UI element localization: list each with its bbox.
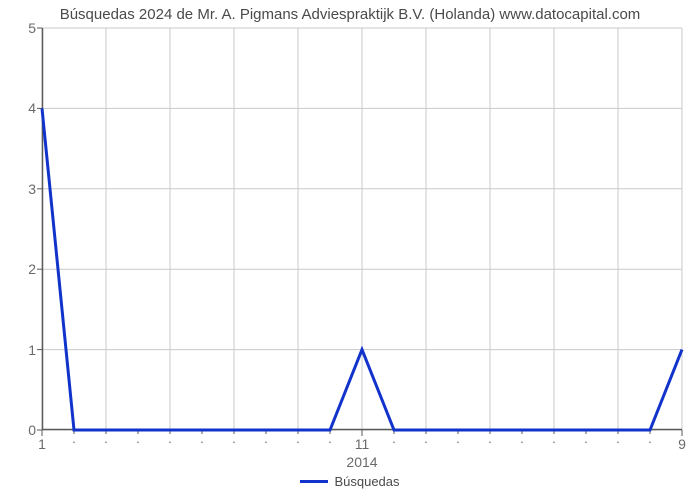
x-minor-tick: · — [104, 434, 108, 449]
y-tick-label: 5 — [12, 20, 36, 36]
x-minor-tick: · — [648, 434, 652, 449]
chart-container: Búsquedas 2024 de Mr. A. Pigmans Adviesp… — [0, 0, 700, 500]
x-minor-tick: · — [328, 434, 332, 449]
x-minor-tick: · — [552, 434, 556, 449]
legend-swatch — [300, 480, 328, 483]
x-minor-tick: · — [296, 434, 300, 449]
x-tick-label: 11 — [355, 436, 370, 452]
x-minor-tick: · — [392, 434, 396, 449]
y-tick-label: 2 — [12, 261, 36, 277]
x-minor-tick: · — [456, 434, 460, 449]
x-minor-tick: · — [488, 434, 492, 449]
x-minor-tick: · — [584, 434, 588, 449]
x-minor-tick: · — [424, 434, 428, 449]
x-minor-tick: · — [616, 434, 620, 449]
legend: Búsquedas — [0, 474, 700, 489]
x-minor-tick: · — [264, 434, 268, 449]
x-tick-label: 1 — [38, 436, 46, 452]
x-minor-tick: · — [168, 434, 172, 449]
x-tick-label: 9 — [678, 436, 686, 452]
x-minor-tick: · — [200, 434, 204, 449]
x-axis-label: 2014 — [42, 454, 682, 470]
x-minor-tick: · — [72, 434, 76, 449]
chart-title: Búsquedas 2024 de Mr. A. Pigmans Adviesp… — [0, 6, 700, 23]
y-tick-label: 0 — [12, 422, 36, 438]
y-tick-label: 4 — [12, 100, 36, 116]
x-minor-tick: · — [136, 434, 140, 449]
legend-label: Búsquedas — [334, 474, 399, 489]
plot-area — [42, 28, 682, 430]
y-tick-label: 1 — [12, 342, 36, 358]
chart-svg — [42, 28, 682, 430]
x-minor-tick: · — [232, 434, 236, 449]
y-tick-label: 3 — [12, 181, 36, 197]
x-minor-tick: · — [520, 434, 524, 449]
